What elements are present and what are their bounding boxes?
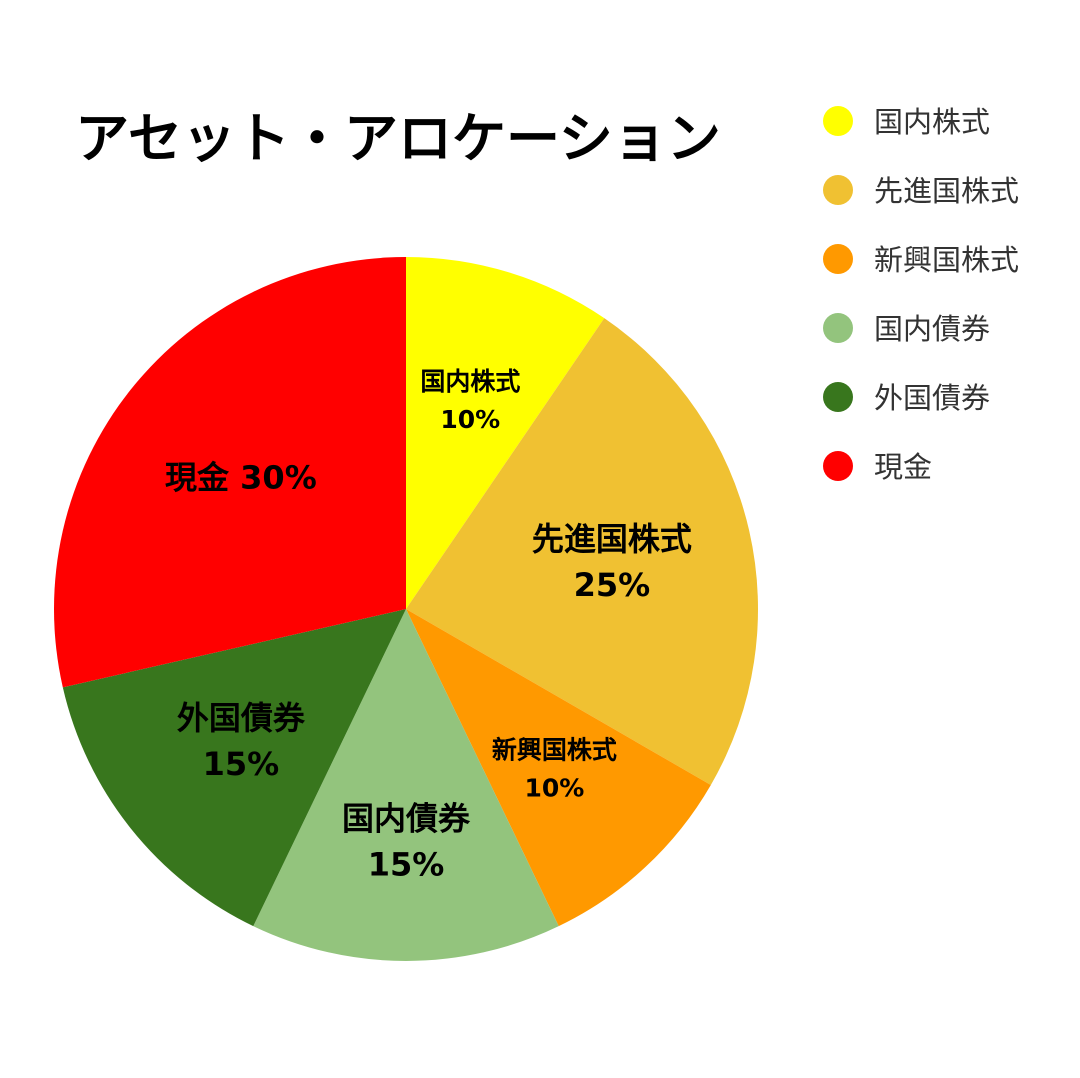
- chart-title: アセット・アロケーション: [75, 107, 721, 170]
- legend-label-2: 先進国株式: [874, 174, 1019, 208]
- legend-label-6: 現金: [874, 450, 932, 484]
- pie-slice-4: [253, 609, 559, 961]
- slice-value-3: 10%: [525, 774, 585, 803]
- slice-labels: 国内株式 10% 先進国株式 25% 新興国株式 10% 国内債券 15% 外国債券 15% 現金 …: [165, 367, 692, 883]
- legend-swatch-6: [823, 451, 853, 481]
- legend-label-4: 国内債券: [874, 312, 990, 346]
- legend-swatch-4: [823, 313, 853, 343]
- slice-value-2: 25%: [574, 566, 651, 604]
- pie-slice-1: [406, 257, 605, 609]
- legend-label-1: 国内株式: [874, 105, 990, 139]
- legend-label-3: 新興国株式: [874, 243, 1019, 277]
- slice-value-5: 15%: [203, 745, 280, 783]
- legend-swatch-3: [823, 244, 853, 274]
- pie-slice-5: [62, 609, 406, 927]
- slice-value-1: 10%: [440, 405, 500, 434]
- slice-value-6: 30%: [229, 459, 317, 497]
- pie-slice-6: [53, 257, 406, 688]
- legend-swatch-5: [823, 382, 853, 412]
- slice-name-4: 国内債券: [342, 800, 471, 838]
- pie-slice-3: [406, 609, 711, 927]
- legend-swatch-2: [823, 175, 853, 205]
- slice-name-5: 外国債券: [177, 699, 306, 737]
- pie-slices: [53, 257, 759, 961]
- slice-name-2: 先進国株式: [532, 520, 692, 558]
- slice-value-4: 15%: [368, 846, 445, 884]
- slice-name-6: 現金: [165, 459, 230, 497]
- slice-label-6: 現金 30%: [165, 459, 317, 497]
- slice-name-3: 新興国株式: [492, 736, 617, 765]
- slice-name-1: 国内株式: [420, 367, 520, 396]
- legend-swatch-1: [823, 106, 853, 136]
- legend-label-5: 外国債券: [874, 381, 990, 415]
- pie-slice-2: [406, 318, 759, 785]
